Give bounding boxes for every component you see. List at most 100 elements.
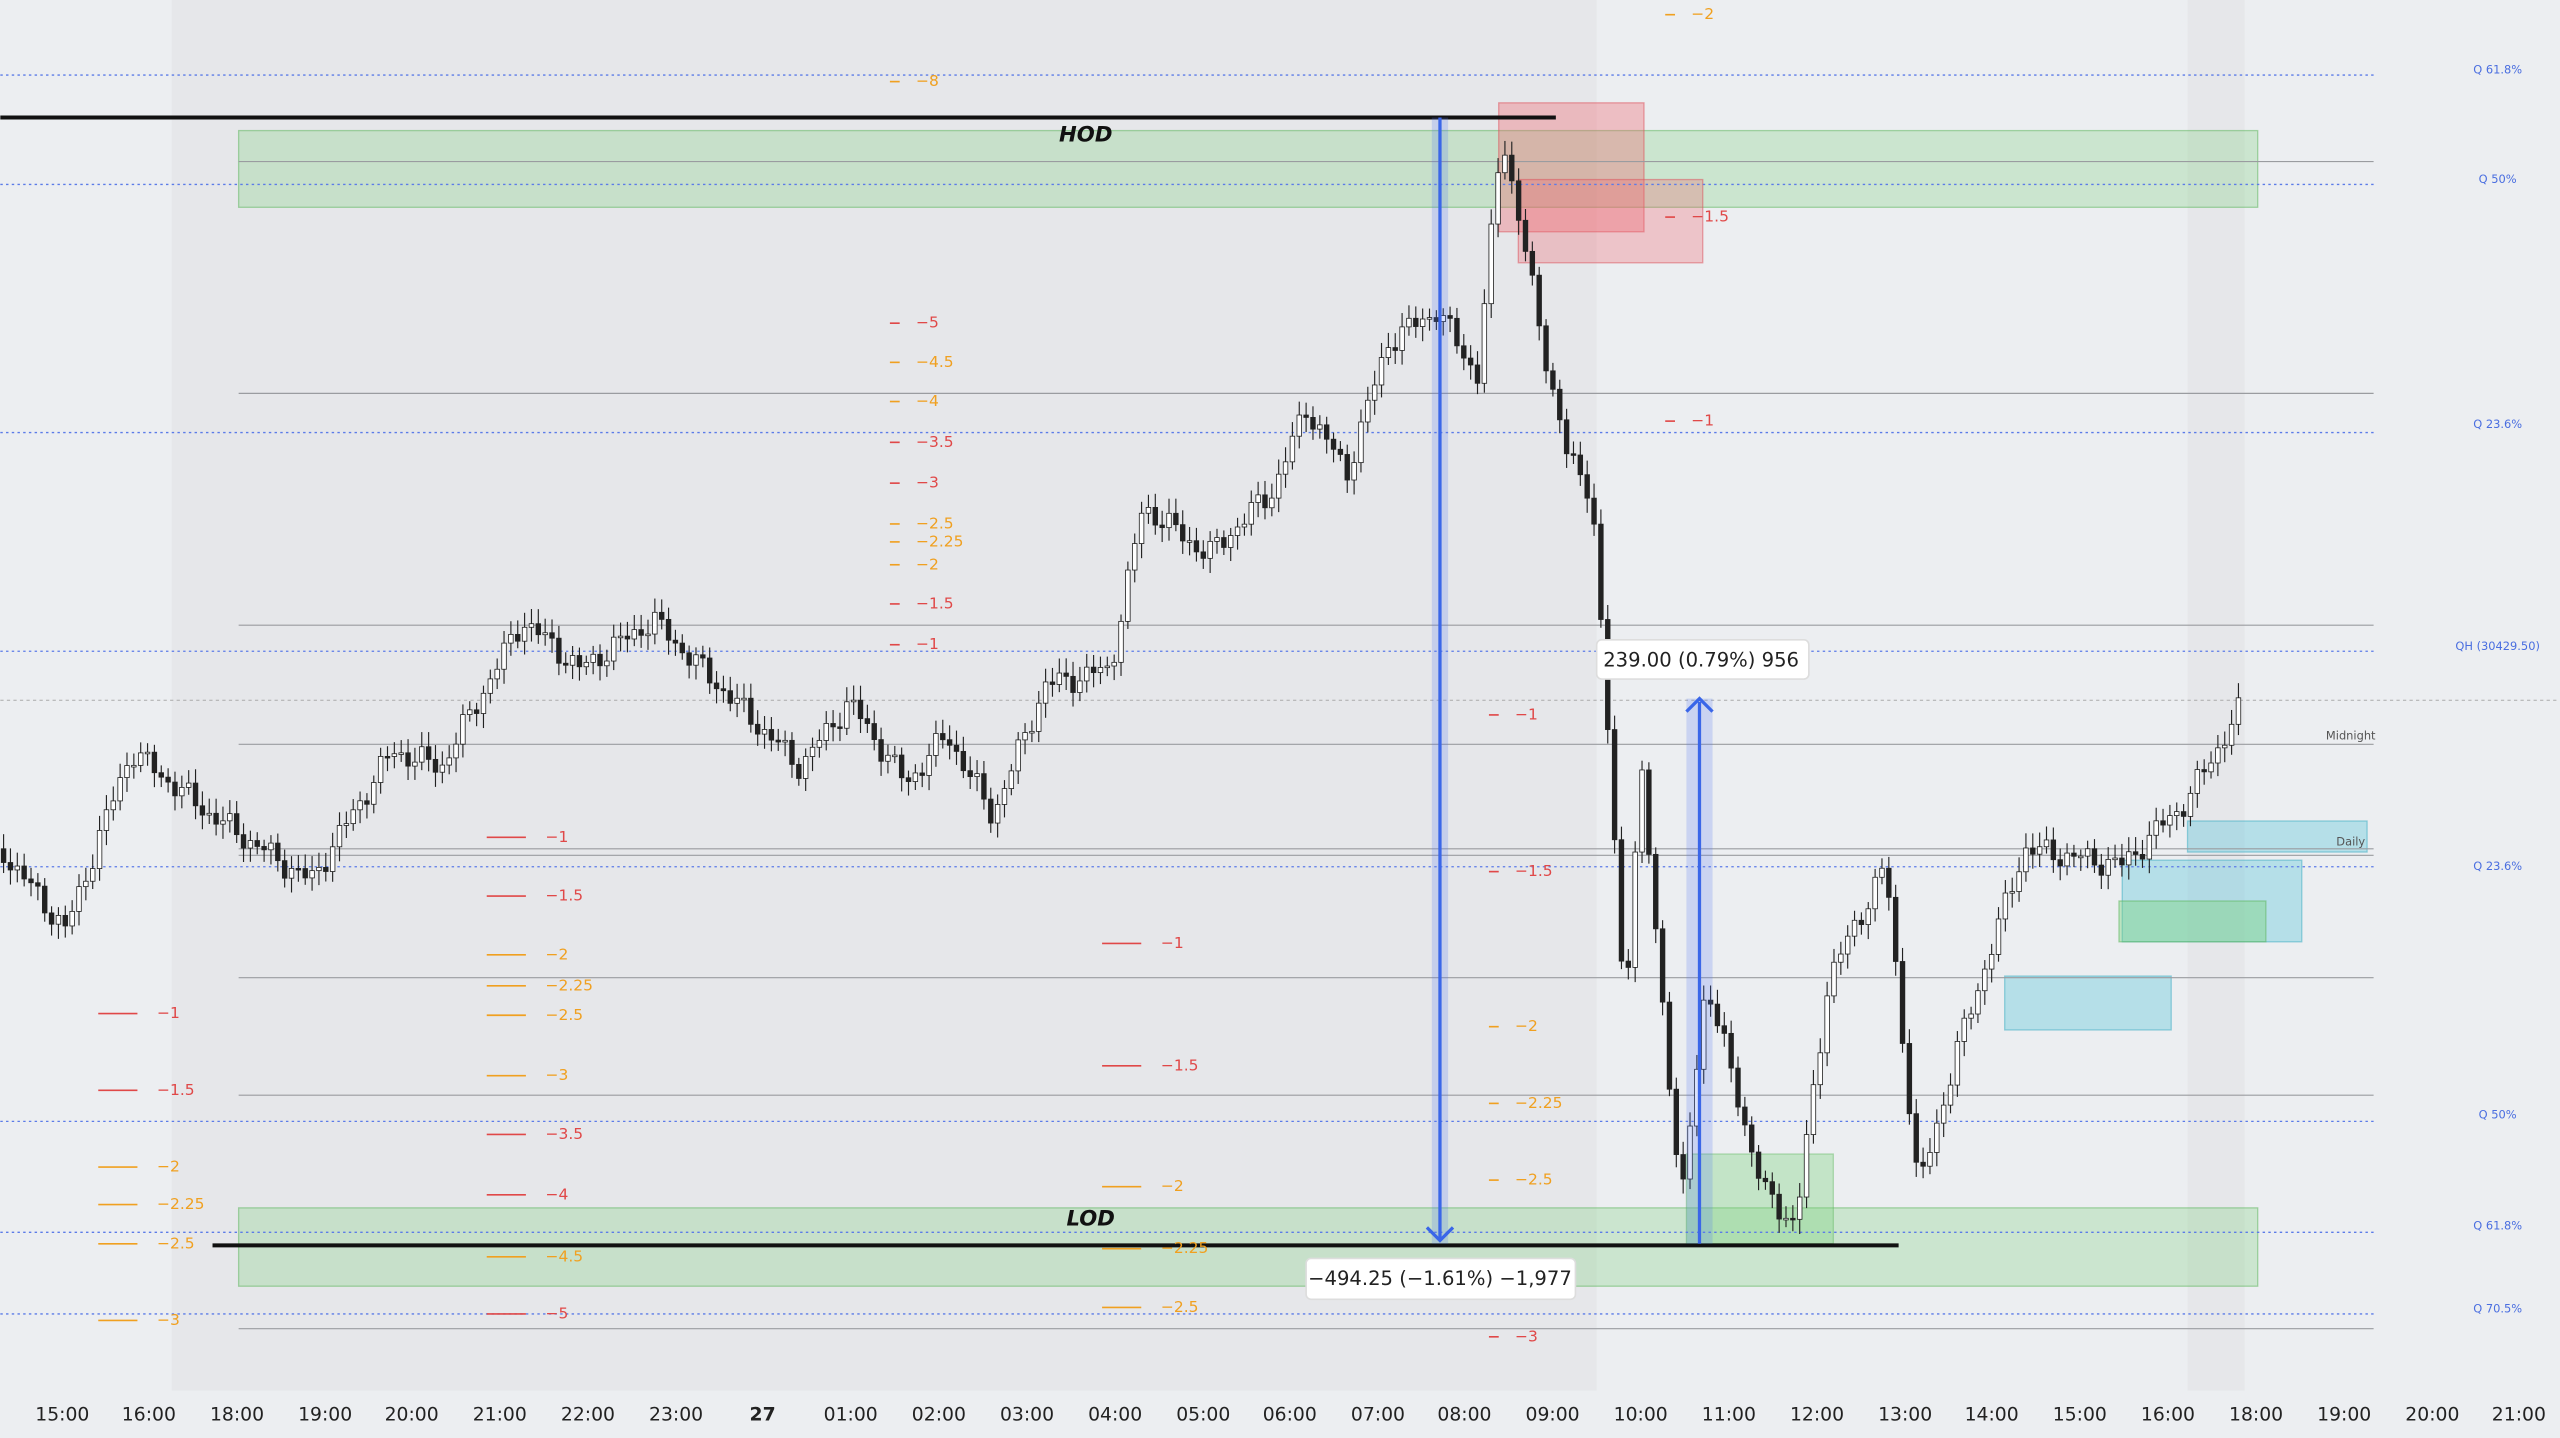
session-band [171, 0, 1597, 1391]
candle-body [357, 800, 363, 811]
candle-body [871, 723, 877, 740]
candle-body [665, 618, 672, 641]
level-label: −1.5 [1515, 862, 1553, 880]
candle-body [844, 701, 850, 729]
arrow-head [1425, 1226, 1455, 1243]
candle-body [295, 868, 302, 871]
candle-body [192, 782, 199, 807]
candle-body [281, 860, 288, 879]
right-label: Q 61.8% [2473, 1218, 2522, 1232]
x-tick-label: 04:00 [1088, 1405, 1142, 1426]
measure-box [1595, 639, 1810, 680]
session-band [2187, 0, 2245, 1391]
candle-body [782, 739, 788, 743]
candle-body [1961, 1017, 1967, 1042]
candle-body [1673, 1088, 1680, 1155]
candle-body [521, 626, 528, 642]
candle-body [1269, 497, 1275, 509]
candle-body [1646, 769, 1652, 855]
candle-body [1680, 1154, 1686, 1180]
x-tick-label: 19:00 [298, 1405, 352, 1426]
candle-body [1920, 1161, 1926, 1167]
candle-body [946, 739, 953, 746]
candle-body [1632, 851, 1638, 968]
candle-body [850, 699, 857, 703]
candle-body [439, 764, 446, 773]
candle-body [967, 770, 973, 777]
level-label: −5 [916, 314, 939, 332]
candle-body [2119, 857, 2125, 866]
level-label: −2.5 [545, 1006, 583, 1024]
right-label: Midnight [2326, 729, 2376, 743]
candle-body [247, 840, 254, 849]
candle-body [1276, 473, 1282, 499]
candle-body [2208, 762, 2214, 773]
candle-body [741, 697, 747, 701]
candle-body [1097, 667, 1104, 674]
candle-body [1584, 474, 1590, 499]
level-label: −1.5 [157, 1081, 195, 1099]
candle-body [1063, 672, 1069, 677]
candle-body [83, 880, 89, 888]
arrow-head [1685, 696, 1714, 713]
candle-body [1118, 620, 1124, 663]
level-label: −4 [916, 392, 939, 410]
candle-body [720, 688, 727, 692]
candle-body [1234, 526, 1241, 536]
candle-body [1502, 154, 1508, 174]
candle-body [1296, 414, 1302, 437]
candle-body [1557, 388, 1563, 421]
candle-body [1084, 666, 1090, 682]
x-tick-label: 21:00 [2492, 1405, 2546, 1426]
right-label: Q 23.6% [2473, 417, 2522, 431]
candle-body [1193, 540, 1200, 553]
candle-body [1639, 769, 1645, 853]
candle-body [2002, 892, 2009, 920]
level-label: −2.5 [916, 514, 954, 532]
candle-body [1618, 839, 1625, 962]
candle-body [343, 823, 350, 826]
candle-body [2030, 847, 2036, 855]
candle-body [2222, 744, 2228, 749]
candle-body [775, 739, 781, 743]
candle-body [583, 661, 589, 668]
candle-body [480, 692, 487, 714]
candle-body [617, 635, 624, 639]
candle-body [138, 752, 144, 766]
candle-body [7, 862, 14, 871]
candle-body [1042, 681, 1049, 704]
candle-body [2050, 839, 2057, 861]
x-tick-label: 03:00 [1000, 1405, 1054, 1426]
level-label: −1.5 [916, 594, 954, 612]
candle-body [2139, 854, 2146, 860]
level-label: −2.25 [545, 976, 593, 994]
right-label: Q 23.6% [2473, 859, 2522, 873]
candle-body [1488, 223, 1494, 305]
candle-body [1598, 523, 1604, 620]
candle-body [213, 812, 219, 825]
candle-body [1049, 681, 1056, 685]
candle-body [1022, 732, 1028, 741]
candle-body [700, 654, 706, 659]
candle-body [1173, 512, 1179, 526]
candle-body [2105, 859, 2111, 876]
candle-body [220, 820, 226, 825]
candles [0, 140, 2242, 1234]
candle-body [569, 655, 576, 666]
candle-body [144, 751, 151, 755]
candle-body [2043, 839, 2050, 848]
candle-body [158, 772, 164, 778]
candle-body [659, 611, 665, 620]
candle-body [227, 813, 233, 822]
candle-body [2098, 864, 2105, 876]
candle-body [590, 653, 596, 663]
level-label: −2 [545, 945, 568, 963]
right-label: Q 50% [2479, 172, 2517, 186]
candle-body [377, 756, 384, 783]
candle-body [515, 633, 521, 642]
candle-body [1282, 461, 1289, 475]
candle-body [501, 642, 507, 670]
level-label: −1.5 [1161, 1056, 1199, 1074]
candle-body [1104, 665, 1111, 669]
candle-body [1413, 317, 1419, 327]
